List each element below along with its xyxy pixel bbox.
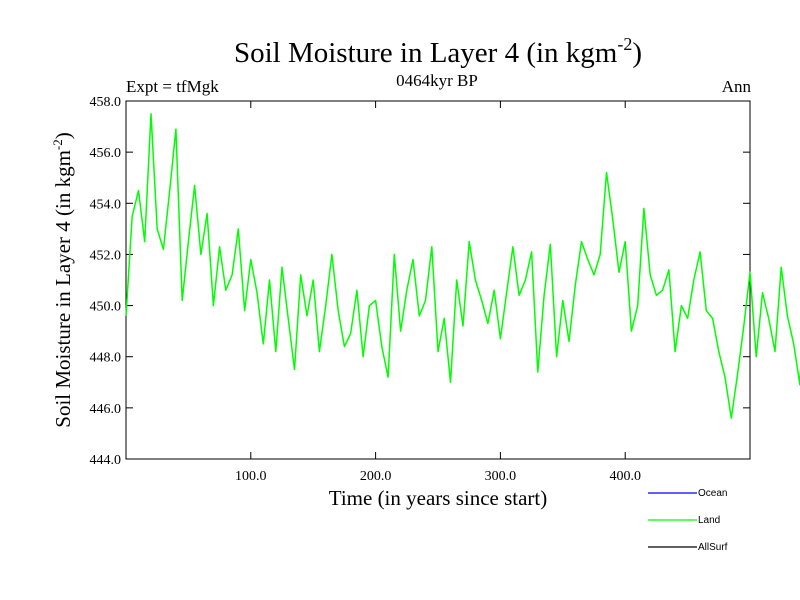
- legend-label-land: Land: [698, 515, 720, 526]
- chart-subtitle-center: 0464kyr BP: [396, 71, 478, 90]
- x-tick-label: 100.0: [235, 469, 267, 484]
- y-axis-label: Soil Moisture in Layer 4 (in kgm-2): [50, 132, 75, 427]
- legend-label-ocean: Ocean: [698, 488, 727, 499]
- y-tick-label: 456.0: [90, 146, 122, 161]
- x-tick-label: 300.0: [485, 469, 517, 484]
- x-axis-label: Time (in years since start): [329, 486, 548, 510]
- y-tick-label: 452.0: [90, 248, 122, 263]
- chart-title: Soil Moisture in Layer 4 (in kgm-2): [234, 34, 642, 69]
- x-tick-label: 200.0: [360, 469, 392, 484]
- y-tick-label: 448.0: [90, 351, 122, 366]
- y-tick-label: 446.0: [90, 402, 122, 417]
- y-axis-ticks: 444.0 446.0 448.0 450.0 452.0 454.0 456.0 458.0: [90, 95, 750, 468]
- legend-label-allsurf: AllSurf: [698, 542, 728, 553]
- chart-subtitle-right: Ann: [722, 77, 752, 96]
- x-axis-ticks: 100.0 200.0 300.0 400.0: [235, 101, 641, 484]
- y-tick-label: 444.0: [90, 453, 122, 468]
- y-tick-label: 454.0: [90, 197, 122, 212]
- y-tick-label: 458.0: [90, 95, 122, 110]
- x-tick-label: 400.0: [609, 469, 641, 484]
- chart-subtitle-left: Expt = tfMgk: [126, 77, 219, 96]
- series-line-land: [125, 113, 800, 419]
- y-tick-label: 450.0: [90, 300, 122, 315]
- plot-frame: [125, 100, 751, 460]
- legend: Ocean Land AllSurf: [648, 488, 728, 553]
